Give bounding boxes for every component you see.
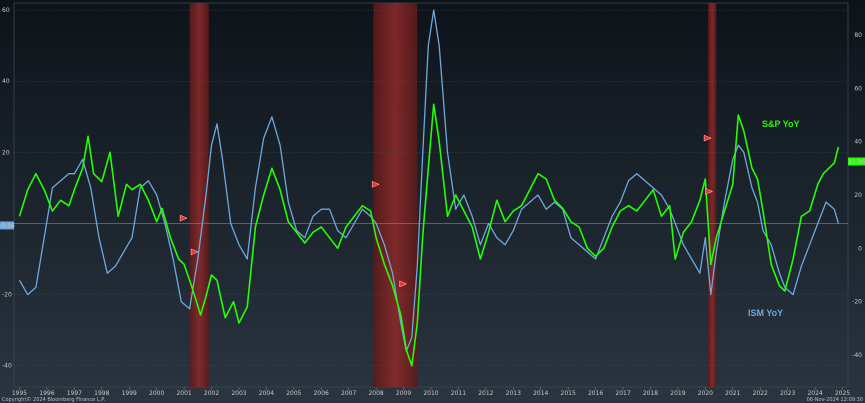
ism-series-label: ISM YoY <box>748 308 783 318</box>
x-tick-label: 1996 <box>39 390 54 397</box>
ism-yoy-line <box>18 9 840 353</box>
x-tick-label: 2008 <box>368 390 383 397</box>
x-tick-label: 1997 <box>67 390 82 397</box>
x-tick-label: 1995 <box>12 390 27 397</box>
right-tick-label: 20 <box>854 192 862 199</box>
x-tick-label: 2017 <box>615 390 630 397</box>
x-tick-label: 2015 <box>561 390 576 397</box>
x-tick-label: 2001 <box>176 390 191 397</box>
x-tick-label: 2019 <box>670 390 685 397</box>
left-tick-label: 60 <box>2 7 10 14</box>
signal-arrow-5 <box>705 188 713 195</box>
sp-yoy-line <box>18 103 840 367</box>
sp-last-value: 32.56 <box>848 159 865 166</box>
recession-band-1 <box>373 3 418 387</box>
x-tick-label: 2004 <box>259 390 274 397</box>
ism-last-value: -0.56 <box>0 222 15 229</box>
x-tick-label: 2025 <box>835 390 850 397</box>
left-tick-label: 40 <box>2 78 10 85</box>
x-tick-label: 2009 <box>396 390 411 397</box>
signal-arrow-0 <box>179 214 188 222</box>
x-tick-label: 2021 <box>725 390 740 397</box>
signal-arrow-1 <box>190 248 199 256</box>
x-tick-label: 2022 <box>753 390 768 397</box>
x-tick-label: 2005 <box>286 390 301 397</box>
x-tick-label: 1998 <box>94 390 109 397</box>
x-tick-label: 2023 <box>780 390 795 397</box>
left-tick-label: 20 <box>2 149 10 156</box>
sp-series-label: S&P YoY <box>762 119 800 129</box>
recession-band-0 <box>189 3 209 387</box>
right-tick-label: -40 <box>852 352 862 359</box>
x-tick-label: 2011 <box>451 390 466 397</box>
x-tick-label: 2016 <box>588 390 603 397</box>
left-tick-label: -20 <box>2 292 12 299</box>
footer-timestamp: 06-Nov-2024 12:09:30 <box>807 397 863 403</box>
signal-arrow-3 <box>399 280 408 288</box>
signal-arrow-4 <box>703 134 712 142</box>
right-tick-label: 40 <box>854 139 862 146</box>
right-tick-label: -20 <box>852 299 862 306</box>
signal-arrow-2 <box>371 181 380 188</box>
x-tick-label: 2020 <box>698 390 713 397</box>
x-tick-label: 2014 <box>533 390 548 397</box>
x-tick-label: 2018 <box>643 390 658 397</box>
right-tick-label: 60 <box>854 85 862 92</box>
x-tick-label: 2010 <box>423 390 438 397</box>
left-tick-label: -40 <box>2 363 12 370</box>
x-tick-label: 2003 <box>231 390 246 397</box>
x-tick-label: 2000 <box>149 390 164 397</box>
right-tick-label: 0 <box>858 245 862 252</box>
sp-last-value-box <box>848 157 865 166</box>
x-tick-label: 2024 <box>807 390 822 397</box>
footer-copyright: Copyright© 2024 Bloomberg Finance L.P. <box>2 396 105 403</box>
x-tick-label: 2007 <box>341 390 356 397</box>
x-tick-label: 2012 <box>478 390 493 397</box>
x-tick-label: 2002 <box>204 390 219 397</box>
ism-last-value-box <box>0 221 14 230</box>
x-tick-label: 1999 <box>122 390 137 397</box>
right-tick-label: 80 <box>854 32 862 39</box>
recession-band-2 <box>708 3 717 387</box>
x-tick-label: 2013 <box>506 390 521 397</box>
x-tick-label: 2006 <box>314 390 329 397</box>
